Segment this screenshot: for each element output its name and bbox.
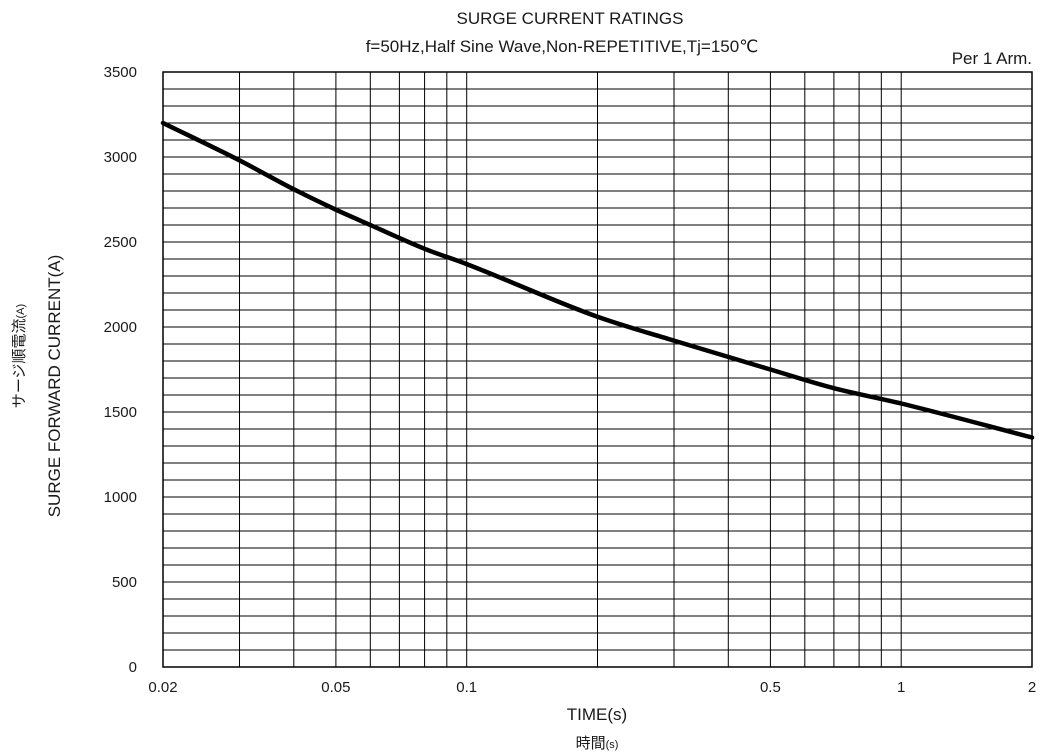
chart-title: SURGE CURRENT RATINGS xyxy=(456,9,683,28)
y-axis-sublabel: サージ順電流(A) xyxy=(11,304,28,408)
y-tick-label: 2000 xyxy=(104,319,137,336)
y-axis-sublabel-text: サージ順電流 xyxy=(11,318,28,408)
x-tick-label: 0.5 xyxy=(760,679,781,696)
per-arm-note: Per 1 Arm. xyxy=(952,49,1032,68)
y-axis-label: SURGE FORWARD CURRENT(A) xyxy=(45,255,64,518)
series-line xyxy=(160,120,1035,440)
y-tick-label: 3500 xyxy=(104,64,137,81)
y-tick-label: 2500 xyxy=(104,234,137,251)
chart-subtitle: f=50Hz,Half Sine Wave,Non-REPETITIVE,Tj=… xyxy=(366,37,759,56)
x-axis-sublabel-unit: (s) xyxy=(606,739,619,751)
series-layer xyxy=(160,120,1035,440)
x-tick-label: 0.05 xyxy=(321,679,350,696)
x-tick-label: 0.1 xyxy=(456,679,477,696)
x-axis-sublabel: 時間(s) xyxy=(576,735,619,752)
y-axis-sublabel-unit: (A) xyxy=(15,304,27,319)
x-tick-label: 0.02 xyxy=(148,679,177,696)
y-tick-label: 500 xyxy=(112,574,137,591)
y-tick-label: 1000 xyxy=(104,489,137,506)
major-grid xyxy=(162,72,1033,667)
plot-frame xyxy=(162,71,1033,668)
x-tick-label: 2 xyxy=(1028,679,1036,696)
y-tick-label: 0 xyxy=(129,659,137,676)
x-axis-label: TIME(s) xyxy=(567,705,627,724)
x-axis-sublabel-text: 時間 xyxy=(576,735,606,752)
x-tick-label: 1 xyxy=(897,679,905,696)
y-tick-label: 1500 xyxy=(104,404,137,421)
x-tick-labels: 0.02 0.05 0.1 0.5 1 2 xyxy=(148,679,1036,696)
y-tick-label: 3000 xyxy=(104,149,137,166)
y-tick-labels: 0 500 1000 1500 2000 2500 3000 3500 xyxy=(104,64,137,676)
